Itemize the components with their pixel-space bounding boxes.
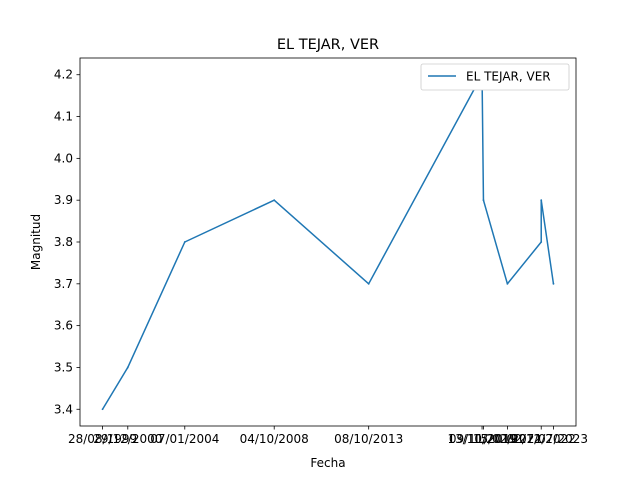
x-tick-label: 07/01/2004 <box>150 432 219 446</box>
data-point <box>540 199 543 202</box>
data-point <box>552 282 555 285</box>
y-tick-label: 4.1 <box>54 110 73 124</box>
plot-area <box>80 58 576 426</box>
data-point <box>273 199 276 202</box>
y-axis-ticks: 3.4 3.5 3.6 3.7 3.8 3.9 4.0 4.1 4.2 <box>54 68 80 416</box>
data-point <box>482 199 485 202</box>
legend-box <box>420 63 570 91</box>
y-tick-label: 4.0 <box>54 151 73 165</box>
x-tick-label: 02/12/2022 <box>507 432 576 446</box>
x-tick-label: 28/08/1999 <box>68 432 137 446</box>
data-point <box>367 282 370 285</box>
y-tick-label: 3.7 <box>54 277 73 291</box>
x-tick-label: 09/11/2019 <box>449 432 518 446</box>
y-tick-label: 3.9 <box>54 193 73 207</box>
x-tick-label: 08/10/2013 <box>334 432 403 446</box>
data-point <box>540 241 543 243</box>
x-tick-label: 29/12/2000 <box>93 432 162 446</box>
y-axis-label: Magnitud <box>29 214 43 270</box>
x-tick-label: 04/10/2008 <box>240 432 309 446</box>
y-tick-label: 4.2 <box>54 68 73 82</box>
data-point <box>101 408 104 411</box>
chart-title: EL TEJAR, VER <box>277 37 379 53</box>
y-tick-label: 3.4 <box>54 402 73 416</box>
y-tick-label: 3.8 <box>54 235 73 249</box>
y-tick-label: 3.5 <box>54 360 73 374</box>
data-point <box>126 366 129 369</box>
legend: EL TEJAR, VER <box>420 63 570 91</box>
legend-label: EL TEJAR, VER <box>466 70 551 84</box>
x-tick-label: 15/02/2021 <box>473 432 542 446</box>
x-axis-label: Fecha <box>310 456 345 470</box>
x-tick-label: 27/07/2023 <box>519 432 588 446</box>
x-tick-label: 13/10/2019 <box>447 432 516 446</box>
y-tick-label: 3.6 <box>54 319 73 333</box>
data-point <box>506 282 509 285</box>
data-point <box>183 241 186 243</box>
